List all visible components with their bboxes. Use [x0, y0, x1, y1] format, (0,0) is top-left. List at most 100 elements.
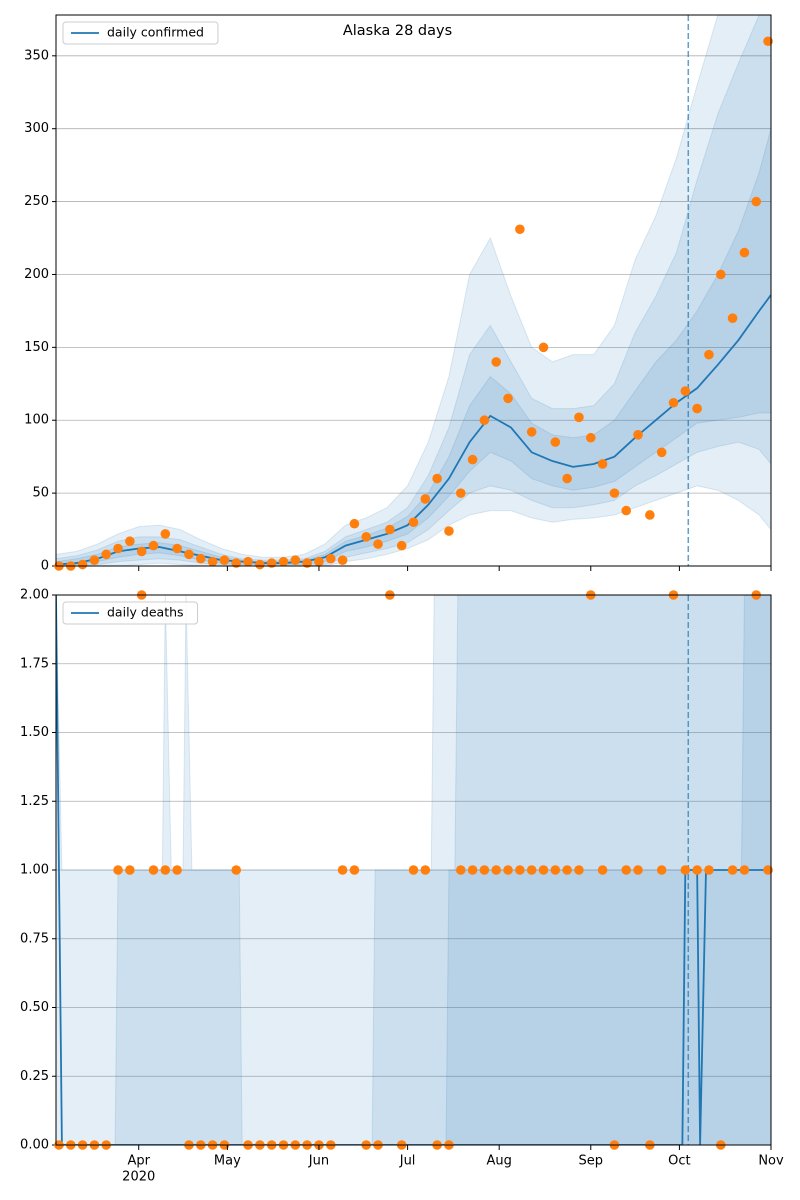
data-point: [255, 559, 265, 570]
y-tick-label: 350: [24, 48, 49, 63]
data-point: [585, 432, 596, 443]
data-point: [420, 494, 431, 504]
data-point: [763, 36, 773, 47]
data-point: [219, 555, 230, 565]
data-point: [645, 510, 655, 520]
data-point: [491, 865, 502, 875]
data-point: [574, 412, 584, 423]
data-point: [609, 488, 620, 498]
data-point: [680, 386, 691, 396]
legend-label: daily confirmed: [107, 25, 204, 40]
y-tick-label: 250: [24, 194, 49, 209]
line: [56, 595, 771, 1145]
data-point: [633, 865, 643, 875]
legend-box: [62, 601, 199, 625]
data-point: [479, 415, 490, 426]
x-tick-sublabel: 2020: [122, 1170, 155, 1185]
data-point: [739, 247, 750, 258]
data-point: [385, 524, 395, 535]
band: [56, 15, 771, 566]
data-point: [668, 397, 679, 408]
axes-frame: [55, 14, 772, 567]
data-point: [656, 447, 667, 458]
y-tick-label: 1.75: [20, 656, 49, 671]
legend-box: [62, 21, 219, 45]
data-point: [751, 196, 762, 207]
x-tick-label: Jul: [399, 1154, 416, 1169]
y-tick-label: 0: [41, 559, 49, 574]
data-point: [479, 865, 490, 875]
data-point: [574, 865, 584, 875]
data-point: [184, 549, 194, 560]
data-point: [538, 342, 549, 353]
data-point: [739, 865, 750, 875]
data-point: [562, 865, 572, 875]
data-point: [727, 865, 738, 875]
x-tick-label: Oct: [668, 1154, 690, 1169]
data-point: [704, 349, 714, 360]
data-point: [160, 529, 171, 539]
y-tick-label: 50: [32, 486, 49, 501]
data-point: [125, 536, 135, 547]
data-point: [349, 518, 360, 529]
data-point: [562, 473, 572, 484]
data-point: [266, 558, 277, 568]
y-tick-label: 300: [24, 121, 49, 136]
data-point: [77, 559, 88, 570]
data-point: [148, 540, 159, 551]
data-point: [302, 558, 312, 568]
data-point: [195, 553, 206, 564]
data-point: [503, 865, 513, 875]
data-point: [207, 556, 218, 567]
data-point: [408, 865, 419, 875]
data-point: [172, 543, 182, 554]
data-point: [467, 865, 478, 875]
data-point: [538, 865, 549, 875]
data-point: [550, 865, 561, 875]
data-point: [125, 865, 135, 875]
y-tick-label: 100: [24, 413, 49, 428]
x-tick-label: Apr: [127, 1154, 150, 1169]
data-point: [243, 556, 253, 567]
data-point: [314, 556, 324, 567]
y-tick-label: 1.50: [20, 725, 49, 740]
data-point: [503, 393, 513, 404]
data-point: [160, 865, 171, 875]
data-point: [692, 865, 702, 875]
data-point: [597, 459, 608, 469]
y-tick-label: 150: [24, 340, 49, 355]
y-tick-label: 1.25: [20, 794, 49, 809]
data-point: [444, 526, 454, 536]
data-point: [491, 357, 502, 367]
data-point: [408, 517, 419, 528]
data-point: [621, 505, 632, 516]
data-point: [621, 865, 632, 875]
y-tick-label: 2.00: [20, 588, 49, 603]
data-point: [680, 865, 691, 875]
data-point: [113, 865, 123, 875]
data-point: [515, 865, 525, 875]
y-tick-label: 200: [24, 267, 49, 282]
axes-frame: [55, 594, 772, 1146]
data-point: [396, 540, 407, 551]
y-tick-label: 1.00: [20, 863, 49, 878]
data-point: [633, 430, 643, 440]
x-tick-label: Sep: [579, 1154, 604, 1169]
data-point: [172, 865, 182, 875]
x-tick-label: Aug: [486, 1154, 511, 1169]
data-point: [113, 543, 123, 554]
data-point: [715, 269, 726, 280]
data-point: [337, 555, 348, 565]
data-point: [656, 865, 667, 875]
data-point: [337, 865, 348, 875]
data-point: [526, 427, 537, 437]
data-point: [763, 865, 773, 875]
y-tick-label: 0.75: [20, 931, 49, 946]
data-point: [278, 556, 289, 567]
data-point: [373, 539, 383, 549]
data-point: [526, 865, 537, 875]
data-point: [89, 555, 100, 565]
data-point: [325, 553, 336, 564]
band: [56, 15, 771, 566]
